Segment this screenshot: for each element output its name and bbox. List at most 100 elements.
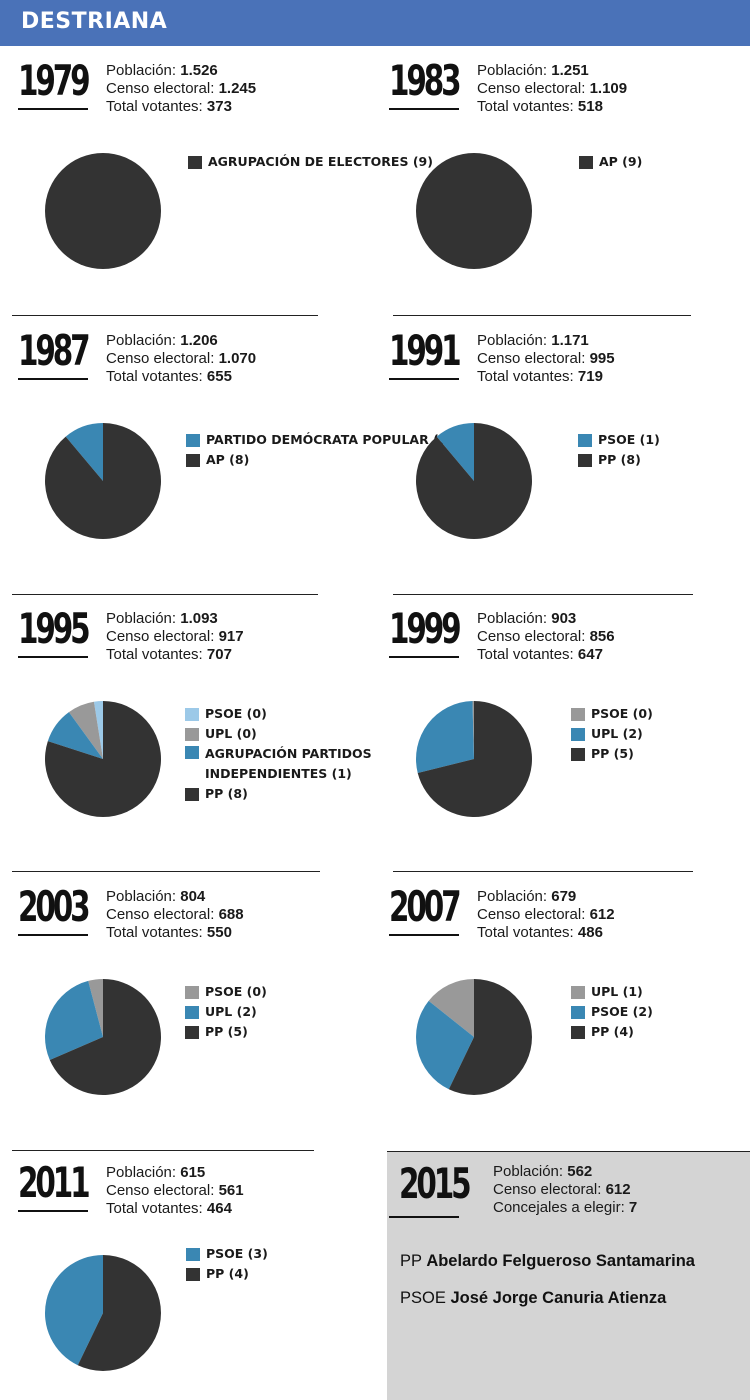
- separator-line: [12, 1150, 314, 1151]
- stat-votantes: Total votantes: 647: [477, 646, 603, 663]
- legend-label: PP (8): [205, 786, 248, 801]
- pie-slice: [77, 1255, 161, 1371]
- legend: PSOE (1) PP (8): [578, 432, 660, 472]
- stat-poblacion: Población: 679: [477, 888, 577, 905]
- pie-chart: [45, 701, 162, 817]
- stat-votantes: Total votantes: 719: [477, 368, 603, 385]
- legend-item: AGRUPACIÓN DE ELECTORES (9): [188, 154, 433, 174]
- legend-swatch: [571, 1006, 585, 1019]
- pie-slice: [49, 979, 161, 1095]
- legend-item: PP (8): [578, 452, 660, 472]
- candidate-psoe: PSOE José Jorge Canuria Atienza: [400, 1289, 667, 1307]
- stat-votantes: Total votantes: 464: [106, 1200, 232, 1217]
- legend-swatch: [185, 746, 199, 759]
- legend-label: PSOE (0): [591, 706, 653, 721]
- legend-label: UPL (2): [205, 1004, 257, 1019]
- legend-label: PARTIDO DEMÓCRATA POPULAR (1): [206, 432, 454, 447]
- separator-line: [12, 594, 318, 595]
- year-heading: 1983: [389, 56, 462, 105]
- year-heading: 1979: [18, 56, 91, 105]
- year-underline: [18, 656, 88, 658]
- legend-item: AP (9): [579, 154, 642, 174]
- stat-poblacion: Población: 804: [106, 888, 206, 905]
- legend-swatch: [571, 708, 585, 721]
- legend: AP (9): [579, 154, 642, 174]
- stats: Población: 615 Censo electoral: 561 Total …: [106, 1164, 244, 1218]
- pie-slice: [65, 423, 103, 481]
- legend-label: PP (4): [206, 1266, 249, 1281]
- legend-item: AGRUPACIÓN PARTIDOS INDEPENDIENTES (1): [185, 744, 375, 784]
- stat-censo: Censo electoral: 688: [106, 906, 244, 923]
- pie-slice: [68, 701, 103, 759]
- stats: Población: 1.526 Censo electoral: 1.245 To…: [106, 62, 256, 116]
- stat-poblacion: Población: 1.526: [106, 62, 218, 79]
- legend-swatch: [578, 454, 592, 467]
- legend-swatch: [188, 156, 202, 169]
- legend-item: AP (8): [186, 452, 453, 472]
- legend-item: PP (4): [571, 1024, 653, 1044]
- legend-swatch: [185, 788, 199, 801]
- pie-chart: [45, 153, 161, 269]
- legend: PSOE (0) UPL (2) PP (5): [571, 706, 653, 766]
- legend-item: PSOE (0): [571, 706, 653, 726]
- year-heading: 1991: [389, 326, 462, 375]
- stats: Población: 1.171 Censo electoral: 995 Tota…: [477, 332, 615, 386]
- legend-swatch: [578, 434, 592, 447]
- stats: Población: 1.251 Censo electoral: 1.109 To…: [477, 62, 627, 116]
- pie-slice: [93, 701, 103, 759]
- legend-label: PSOE (2): [591, 1004, 653, 1019]
- stats: Población: 679 Censo electoral: 612 Total …: [477, 888, 615, 942]
- pie-chart: [416, 423, 533, 539]
- election-block-2011: 2011 Población: 615 Censo electoral: 561 To…: [18, 1158, 348, 1400]
- election-block-1991: 1991 Población: 1.171 Censo electoral: 995…: [389, 326, 719, 596]
- stat-poblacion: Población: 903: [477, 610, 577, 627]
- year-underline: [389, 934, 459, 936]
- legend-label: PP (4): [591, 1024, 634, 1039]
- year-underline: [18, 378, 88, 380]
- legend-item: PP (4): [186, 1266, 268, 1286]
- pie-chart: [45, 423, 162, 539]
- year-underline: [389, 108, 459, 110]
- stat-votantes: Total votantes: 550: [106, 924, 232, 941]
- legend-item: PP (5): [185, 1024, 267, 1044]
- stat-concejales: Concejales a elegir: 7: [493, 1199, 638, 1216]
- legend-swatch: [185, 708, 199, 721]
- pie-slice: [436, 423, 474, 481]
- pie-chart: [44, 1255, 161, 1371]
- legend-swatch: [186, 1248, 200, 1261]
- legend: PSOE (0) UPL (0) AGRUPACIÓN PARTIDOS INDEP…: [185, 706, 375, 806]
- election-block-1983: 1983 Población: 1.251 Censo electoral: 1.1…: [389, 56, 719, 326]
- legend-label: PSOE (0): [205, 984, 267, 999]
- legend-label: PP (5): [591, 746, 634, 761]
- legend: UPL (1) PSOE (2) PP (4): [571, 984, 653, 1044]
- stat-votantes: Total votantes: 707: [106, 646, 232, 663]
- legend-swatch: [571, 986, 585, 999]
- legend-item: PP (8): [185, 786, 375, 806]
- stat-votantes: Total votantes: 486: [477, 924, 603, 941]
- legend-swatch: [571, 1026, 585, 1039]
- legend-label: PP (8): [598, 452, 641, 467]
- stat-censo: Censo electoral: 917: [106, 628, 244, 645]
- legend-swatch: [571, 748, 585, 761]
- election-block-1987: 1987 Población: 1.206 Censo electoral: 1.0…: [18, 326, 453, 596]
- legend-swatch: [571, 728, 585, 741]
- legend-item: UPL (2): [571, 726, 653, 746]
- legend-label: PSOE (1): [598, 432, 660, 447]
- legend-item: PSOE (2): [571, 1004, 653, 1024]
- pie-slice: [45, 701, 162, 817]
- legend-item: PP (5): [571, 746, 653, 766]
- legend-label: AP (9): [599, 154, 643, 169]
- legend: PSOE (3) PP (4): [186, 1246, 268, 1286]
- legend-label: PSOE (0): [205, 706, 267, 721]
- stat-censo: Censo electoral: 612: [493, 1181, 631, 1198]
- stat-poblacion: Población: 615: [106, 1164, 206, 1181]
- candidate-pp: PP Abelardo Felgueroso Santamarina: [400, 1252, 695, 1270]
- pie-chart: [44, 979, 161, 1095]
- pie-chart: [415, 979, 532, 1095]
- legend: PSOE (0) UPL (2) PP (5): [185, 984, 267, 1044]
- election-2015-box: 2015 Población: 562 Censo electoral: 612…: [387, 1151, 750, 1400]
- stat-poblacion: Población: 1.171: [477, 332, 589, 349]
- year-underline: [18, 108, 88, 110]
- stat-poblacion: Población: 1.251: [477, 62, 589, 79]
- pie-slice: [45, 153, 161, 269]
